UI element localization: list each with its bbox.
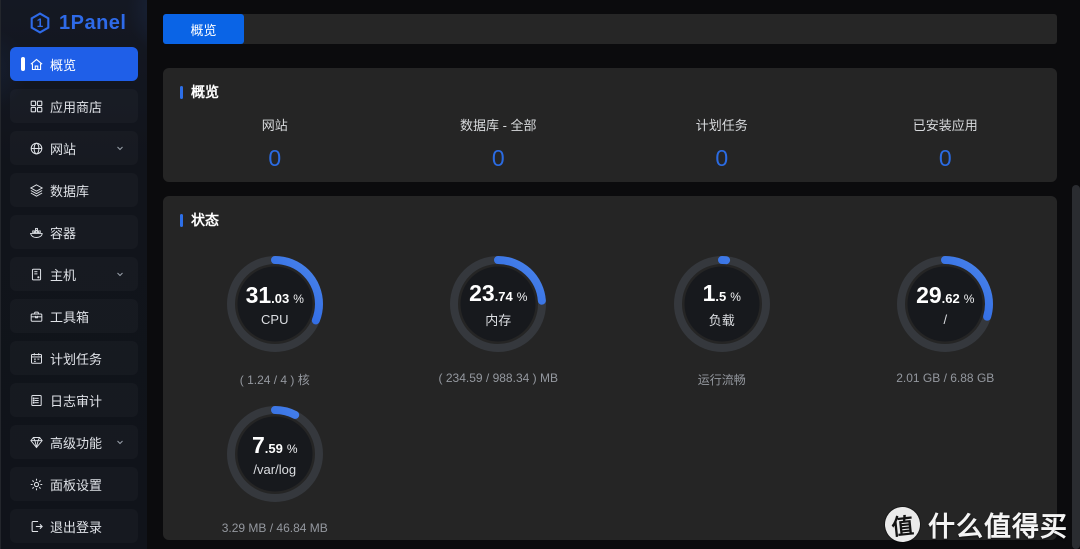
container-icon [29,227,43,238]
overview-stats: 网站 0 数据库 - 全部 0 计划任务 0 已安装应用 0 [163,115,1057,172]
gauge-sublabel: ( 234.59 / 988.34 ) MB [438,371,558,385]
log-audit-icon [31,394,42,406]
gauge-value: 23.74% [469,279,528,306]
database-icon [29,183,44,197]
calendar-icon [31,352,42,364]
root-disk-gauge-ring: 29.62% / [897,256,994,352]
stat-installed-apps: 已安装应用 0 [834,115,1058,172]
stat-label: 网站 [261,118,288,133]
sidebar-item-cron[interactable]: 计划任务 [10,341,138,375]
tab-bar: 概览 [163,14,1057,44]
gauge-value: 1.5% [702,279,741,306]
sidebar-item-label: 计划任务 [50,351,103,367]
smzdm-badge-icon: 值 [883,505,922,544]
sidebar-item-label: 高级功能 [50,435,103,451]
sidebar-menu: 概览 应用商店 网站 数据库 [1,46,147,543]
title-accent-bar [180,85,183,99]
sidebar-item-app-store[interactable]: 应用商店 [10,89,138,123]
gauge-sublabel: 2.01 GB / 6.88 GB [896,371,995,385]
sidebar-item-container[interactable]: 容器 [10,215,138,249]
gear-icon [30,478,43,490]
gauge-sublabel: 运行流畅 [697,373,746,387]
stat-value[interactable]: 0 [491,145,505,171]
stat-databases: 数据库 - 全部 0 [387,115,611,172]
scrollbar-thumb[interactable] [1072,185,1080,549]
chevron-down-icon [117,146,123,151]
gem-icon [30,436,43,448]
sidebar-item-settings[interactable]: 面板设置 [10,467,138,501]
sidebar-item-website[interactable]: 网站 [10,131,138,165]
chevron-down-icon [117,272,123,277]
gauges-grid: 31.03% CPU ( 1.24 / 4 ) 核 23.74% [163,256,1057,535]
sidebar-item-overview[interactable]: 概览 [10,47,138,81]
sidebar-item-host[interactable]: 主机 [10,257,138,291]
sidebar-item-label: 工具箱 [50,309,90,325]
active-indicator [21,57,25,71]
overview-card: 概览 网站 0 数据库 - 全部 0 计划任务 0 已安装应用 0 [163,68,1057,182]
gauge-label: CPU [261,311,289,327]
gauge-load: 1.5% 负载 运行流畅 [610,256,834,388]
sidebar-item-label: 数据库 [50,183,90,199]
host-icon [31,268,42,280]
gauge-label: /var/log [253,461,297,477]
sidebar-item-label: 应用商店 [50,99,103,115]
sidebar-item-advanced[interactable]: 高级功能 [10,425,138,459]
status-card: 状态 31.03% CPU ( 1.24 / 4 ) 核 [163,196,1057,540]
sidebar-item-logout[interactable]: 退出登录 [10,509,138,543]
stat-label: 已安装应用 [912,118,978,133]
sidebar-item-label: 概览 [50,57,77,73]
gauge-value: 31.03% [245,281,304,308]
home-icon [30,58,43,70]
stat-value[interactable]: 0 [938,145,952,171]
sidebar-item-label: 主机 [50,267,77,283]
logo-hexagon-icon: 1 [30,12,50,34]
stat-websites: 网站 0 [163,115,387,172]
smzdm-watermark-text: 什么值得买 [928,512,1068,542]
sidebar-item-label: 面板设置 [50,477,103,493]
gauge-label: 内存 [485,312,512,328]
sidebar-item-log-audit[interactable]: 日志审计 [10,383,138,417]
gauge-sublabel: 3.29 MB / 46.84 MB [221,521,328,535]
gauge-cpu: 31.03% CPU ( 1.24 / 4 ) 核 [163,256,387,388]
gauge-varlog: 7.59% /var/log 3.29 MB / 46.84 MB [163,406,387,535]
sidebar: 1 1Panel 概览 应用商店 网站 [0,0,147,549]
title-accent-bar [180,213,183,227]
stat-value[interactable]: 0 [268,145,282,171]
sidebar-item-label: 日志审计 [50,393,103,409]
varlog-gauge-ring: 7.59% /var/log [226,406,323,502]
app-store-icon [30,100,43,112]
sidebar-item-database[interactable]: 数据库 [10,173,138,207]
cpu-gauge-ring: 31.03% CPU [226,256,323,352]
logout-icon [31,520,43,532]
gauge-memory: 23.74% 内存 ( 234.59 / 988.34 ) MB [387,256,611,388]
overview-title-text: 概览 [191,84,219,100]
gauge-root-disk: 29.62% / 2.01 GB / 6.88 GB [834,256,1058,388]
logo-text: 1Panel [59,11,127,34]
sidebar-item-label: 网站 [50,141,77,157]
status-title-text: 状态 [191,212,219,228]
stat-value[interactable]: 0 [715,145,729,171]
gauge-label: / [943,311,948,327]
tab-overview[interactable]: 概览 [163,14,244,44]
sidebar-item-toolbox[interactable]: 工具箱 [10,299,138,333]
stat-label: 计划任务 [695,118,748,133]
globe-icon [30,142,43,154]
load-gauge-ring: 1.5% 负载 [673,256,770,352]
memory-gauge-ring: 23.74% 内存 [450,256,547,352]
toolbox-icon [30,311,43,322]
stat-label: 数据库 - 全部 [459,118,537,133]
svg-text:1: 1 [37,18,44,30]
gauge-sublabel: ( 1.24 / 4 ) 核 [239,373,310,387]
chevron-down-icon [117,440,123,445]
smzdm-watermark: 值 什么值得买 [883,505,1068,544]
sidebar-item-label: 退出登录 [50,519,103,535]
overview-card-title: 概览 [163,68,1057,102]
gauge-label: 负载 [708,312,735,328]
gauge-value: 29.62% [916,281,975,308]
status-card-title: 状态 [163,196,1057,230]
sidebar-item-label: 容器 [50,225,77,241]
gauge-value: 7.59% [251,431,298,458]
stat-cronjobs: 计划任务 0 [610,115,834,172]
app-logo[interactable]: 1 1Panel [1,0,147,46]
